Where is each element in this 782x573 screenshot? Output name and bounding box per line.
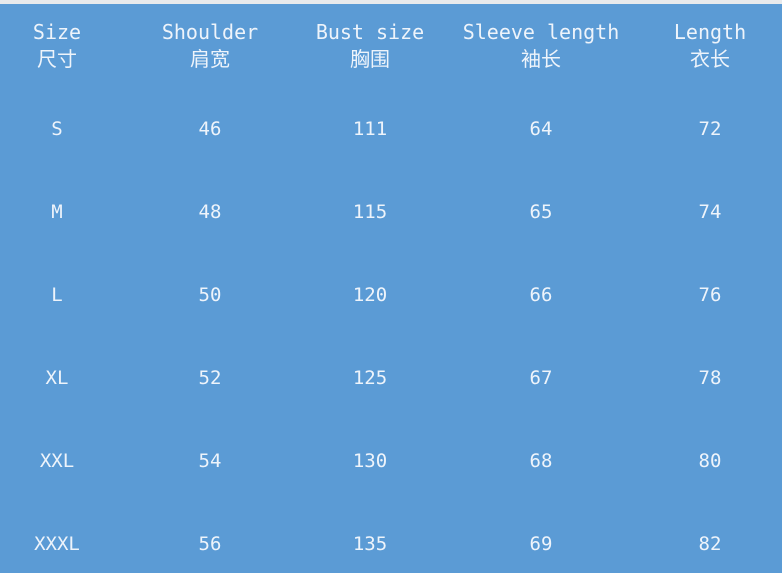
size-label-cell: XXXL [34, 533, 80, 555]
measurement-cell: 52 [198, 367, 222, 389]
measurement-cell: 74 [698, 201, 722, 223]
measurement-cell: 50 [198, 284, 222, 306]
measurement-cell: 78 [698, 367, 722, 389]
measurement-cell: 120 [352, 284, 388, 306]
size-label-cell: XXL [39, 450, 75, 472]
size-label-cell: S [51, 118, 63, 140]
measurement-cell: 125 [352, 367, 388, 389]
measurement-cell: 76 [698, 284, 722, 306]
measurement-cell: 48 [198, 201, 222, 223]
measurement-cell: 65 [529, 201, 553, 223]
measurement-cell: 68 [529, 450, 553, 472]
column-header-zh: 尺寸 [37, 47, 77, 71]
measurement-cell: 111 [352, 118, 388, 140]
measurement-cell: 67 [529, 367, 553, 389]
size-label-cell: XL [45, 367, 69, 389]
measurement-cell: 72 [698, 118, 722, 140]
measurement-cell: 130 [352, 450, 388, 472]
measurement-cell: 69 [529, 533, 553, 555]
size-label-cell: L [51, 284, 63, 306]
column-header-zh: 袖长 [521, 47, 561, 71]
measurement-cell: 80 [698, 450, 722, 472]
column-header-en: Size [32, 20, 82, 44]
column-header-zh: 肩宽 [190, 47, 230, 71]
measurement-cell: 82 [698, 533, 722, 555]
measurement-cell: 46 [198, 118, 222, 140]
column-header-zh: 胸围 [350, 47, 390, 71]
column-header-en: Shoulder [161, 20, 259, 44]
column-header-zh: 衣长 [690, 47, 730, 71]
measurement-cell: 64 [529, 118, 553, 140]
top-border [0, 0, 782, 4]
column-header-en: Bust size [315, 20, 425, 44]
column-header-en: Length [673, 20, 747, 44]
measurement-cell: 56 [198, 533, 222, 555]
measurement-cell: 115 [352, 201, 388, 223]
measurement-cell: 66 [529, 284, 553, 306]
measurement-cell: 54 [198, 450, 222, 472]
size-label-cell: M [51, 201, 63, 223]
column-header-en: Sleeve length [462, 20, 620, 44]
measurement-cell: 135 [352, 533, 388, 555]
